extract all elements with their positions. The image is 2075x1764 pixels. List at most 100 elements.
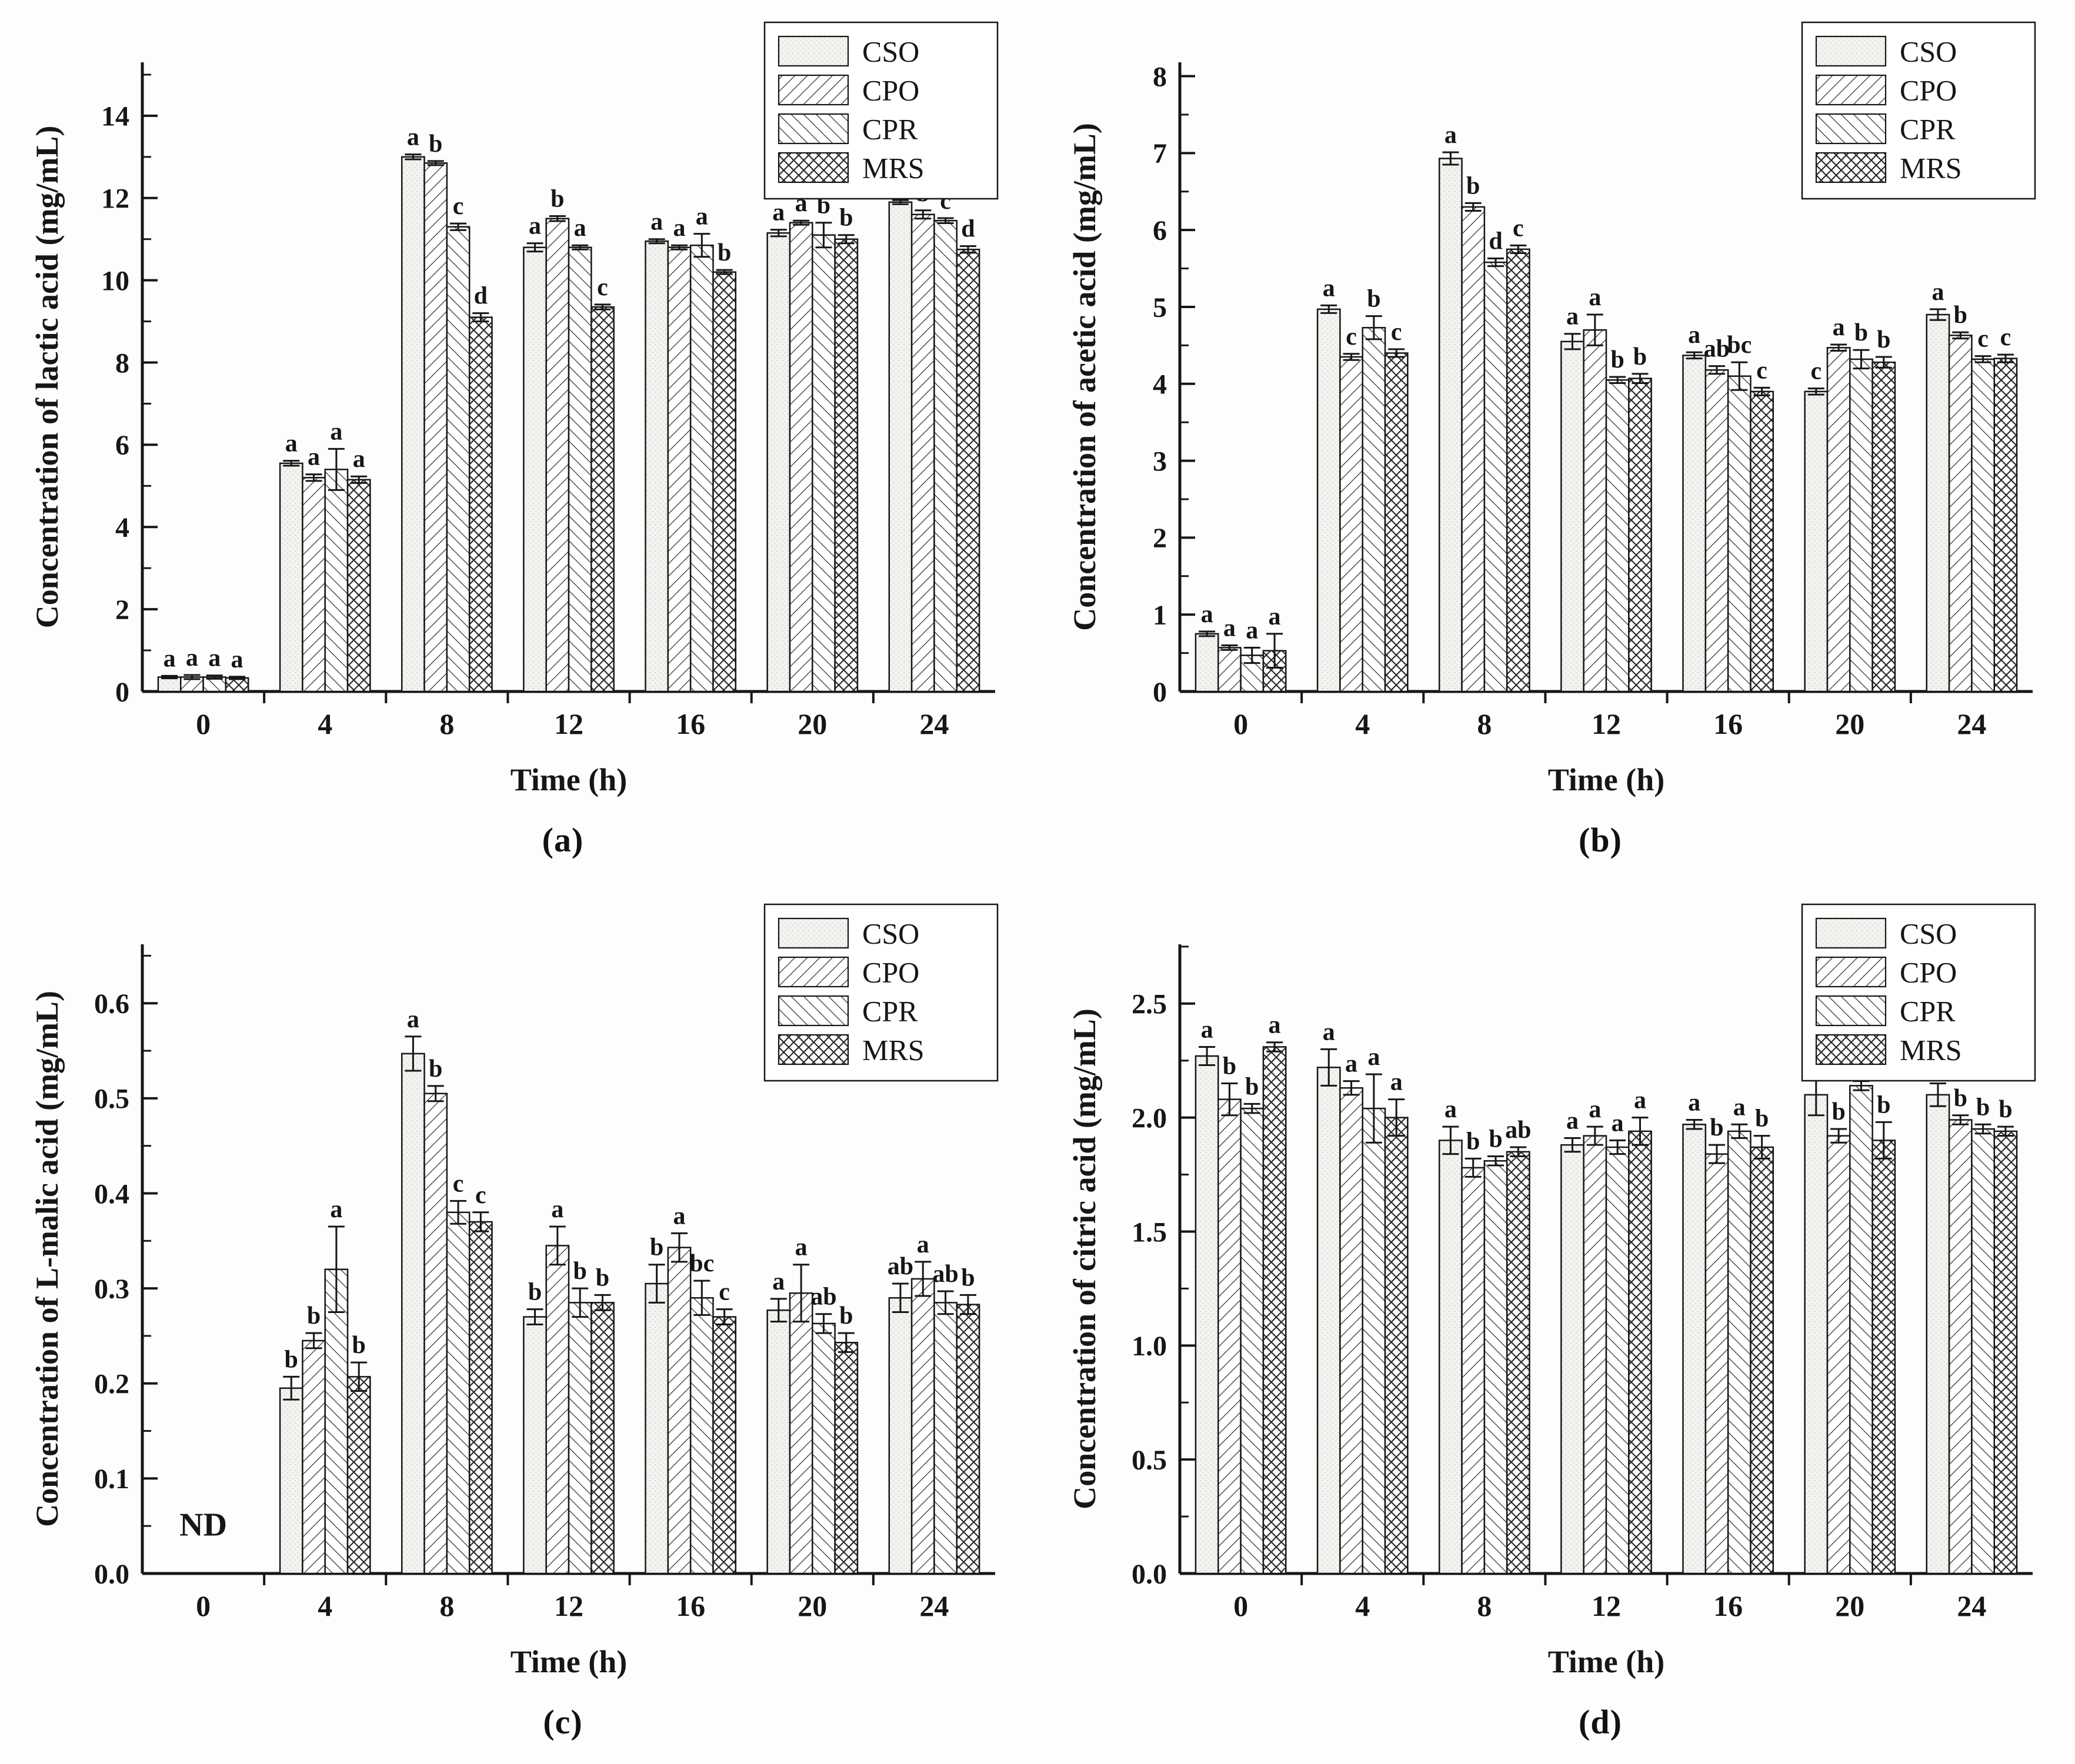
y-axis-title: Concentration of lactic acid (mg/mL) (29, 126, 65, 629)
sig-letter: bc (689, 1250, 714, 1277)
bar-MRS-4h (346, 479, 371, 693)
bar-MRS-0h (1262, 1046, 1287, 1575)
x-tick-label: 4 (318, 1589, 332, 1622)
sig-letter: c (453, 1170, 464, 1197)
bar-CSO-24h (1926, 1094, 1950, 1575)
bar-CPO-12h (1583, 1135, 1607, 1575)
bar-CPO-16h (1704, 1153, 1729, 1575)
y-tick-label: 8 (115, 348, 129, 379)
bar-CSO-24h (1926, 313, 1950, 693)
sig-letter: a (1223, 615, 1236, 642)
sig-letter: b (718, 239, 731, 266)
bar-CSO-8h (1438, 1140, 1463, 1575)
bar-CSO-4h (279, 1387, 303, 1575)
sig-letter: a (574, 215, 586, 242)
y-tick-label: 2 (1153, 523, 1167, 554)
bar-CPO-8h (1461, 206, 1486, 693)
bar-MRS-16h (712, 271, 737, 693)
bar-CPR-12h (1605, 1146, 1630, 1575)
nd-annotation: ND (179, 1506, 227, 1543)
bar-CPR-16h (689, 244, 714, 693)
sig-letter: a (1688, 1090, 1700, 1117)
sig-letter: a (1445, 122, 1457, 149)
sig-letter: a (1246, 617, 1258, 644)
x-tick-label: 0 (1233, 1589, 1248, 1622)
legend-label-CSO: CSO (862, 917, 919, 950)
sig-letter: b (1877, 1091, 1890, 1118)
sig-letter: b (1466, 1128, 1480, 1155)
bar-CSO-16h (1682, 355, 1707, 693)
bar-CSO-4h (279, 462, 303, 693)
bar-CPR-8h (446, 1211, 471, 1575)
sig-letter: a (1589, 1096, 1601, 1123)
sig-letter: d (474, 283, 488, 310)
bar-CSO-20h (766, 1309, 791, 1575)
sig-letter: c (1810, 358, 1822, 385)
legend-swatch-CPO (1815, 74, 1887, 106)
sig-letter: a (308, 444, 320, 471)
sig-letter: b (1710, 1114, 1723, 1141)
legend-swatch-CSO (778, 917, 849, 949)
y-tick-label: 0.6 (94, 988, 129, 1020)
x-tick-label: 20 (1835, 707, 1864, 740)
sig-letter: ab (810, 1284, 836, 1311)
y-tick-label: 4 (115, 512, 129, 543)
bar-CPO-12h (1583, 329, 1607, 693)
sig-letter: a (529, 213, 541, 240)
bar-CPO-24h (910, 213, 935, 693)
sig-letter: b (961, 1264, 975, 1291)
x-tick-label: 16 (676, 707, 705, 740)
x-tick-label: 20 (1835, 1589, 1864, 1622)
x-tick-label: 12 (1592, 707, 1621, 740)
x-tick-label: 24 (1957, 707, 1986, 740)
y-axis-title: Concentration of acetic acid (mg/mL) (1067, 123, 1102, 631)
bar-CPO-8h (1461, 1167, 1486, 1575)
bar-CPO-16h (1704, 369, 1729, 693)
bar-CPO-24h (910, 1278, 935, 1575)
bar-MRS-20h (834, 238, 859, 693)
bar-MRS-16h (1750, 390, 1774, 693)
x-tick-label: 4 (1355, 1589, 1370, 1622)
y-axis-title: Concentration of L-malic acid (mg/mL) (29, 991, 65, 1527)
bar-CPO-4h (302, 1339, 326, 1575)
x-tick-label: 4 (318, 707, 332, 740)
legend-label-CPO: CPO (862, 956, 919, 989)
sig-letter: a (1445, 1096, 1457, 1123)
legend-swatch-CPR (778, 995, 849, 1027)
sig-letter: a (1269, 603, 1281, 630)
legend-label-CPR: CPR (862, 995, 918, 1028)
bar-MRS-12h (591, 1302, 615, 1575)
sig-letter: b (839, 1302, 853, 1329)
sig-letter: a (1269, 1012, 1281, 1039)
bar-CPR-16h (1727, 375, 1752, 693)
bar-CSO-12h (1560, 1144, 1584, 1575)
bar-MRS-16h (712, 1316, 737, 1575)
sig-letter: a (1634, 1087, 1646, 1114)
sig-letter: b (573, 1258, 586, 1285)
x-tick-label: 16 (676, 1589, 705, 1622)
legend-label-CSO: CSO (862, 35, 919, 68)
y-tick-label: 3 (1153, 446, 1167, 477)
panel-caption-c: (c) (543, 1703, 583, 1741)
legend-label-CSO: CSO (1900, 35, 1957, 68)
legend-swatch-MRS (778, 152, 849, 183)
sig-letter: c (597, 274, 608, 301)
citric-acid-bar-chart: 0.0 0.5 1.0 1.5 2.0 2.5 0 4 8 12 16 20 24 Concentrati… (1067, 903, 2036, 1679)
bar-CPO-8h (423, 162, 448, 693)
sig-letter: b (839, 205, 853, 232)
bar-MRS-4h (346, 1376, 371, 1575)
bar-CPO-20h (1826, 347, 1851, 693)
sig-letter: c (1513, 215, 1524, 242)
bar-CPO-4h (1339, 1087, 1363, 1575)
sig-letter: b (1954, 1085, 1967, 1112)
bar-CPR-20h (812, 234, 836, 693)
y-tick-label: 0.4 (94, 1178, 129, 1210)
sig-letter: c (1391, 319, 1402, 346)
sig-letter: ab (1505, 1117, 1531, 1144)
bar-CSO-12h (1560, 340, 1584, 693)
bar-CPR-20h (1849, 358, 1873, 693)
bar-CSO-12h (523, 246, 547, 693)
bar-MRS-12h (591, 306, 615, 693)
legend-swatch-CPR (1815, 113, 1887, 145)
